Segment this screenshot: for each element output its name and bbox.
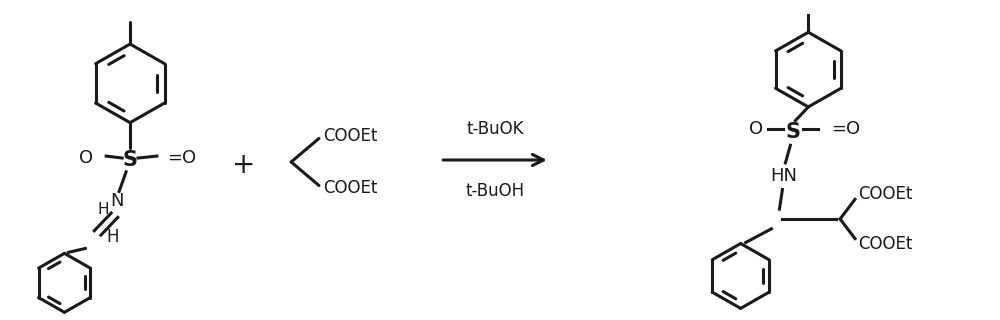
- Text: =O: =O: [167, 149, 196, 167]
- Text: COOEt: COOEt: [858, 185, 912, 204]
- Text: +: +: [232, 151, 255, 179]
- Text: O: O: [79, 149, 93, 167]
- Text: H: H: [106, 228, 118, 246]
- Text: O: O: [749, 120, 763, 138]
- Text: S: S: [786, 123, 801, 142]
- Text: COOEt: COOEt: [858, 235, 912, 252]
- Text: t-BuOK: t-BuOK: [466, 120, 524, 138]
- Text: H: H: [97, 202, 109, 217]
- Text: COOEt: COOEt: [323, 127, 377, 145]
- Text: COOEt: COOEt: [323, 179, 377, 196]
- Text: =O: =O: [831, 120, 860, 138]
- Text: N: N: [110, 192, 124, 210]
- Text: t-BuOH: t-BuOH: [465, 182, 525, 200]
- Text: S: S: [123, 150, 138, 170]
- Text: HN: HN: [770, 167, 797, 185]
